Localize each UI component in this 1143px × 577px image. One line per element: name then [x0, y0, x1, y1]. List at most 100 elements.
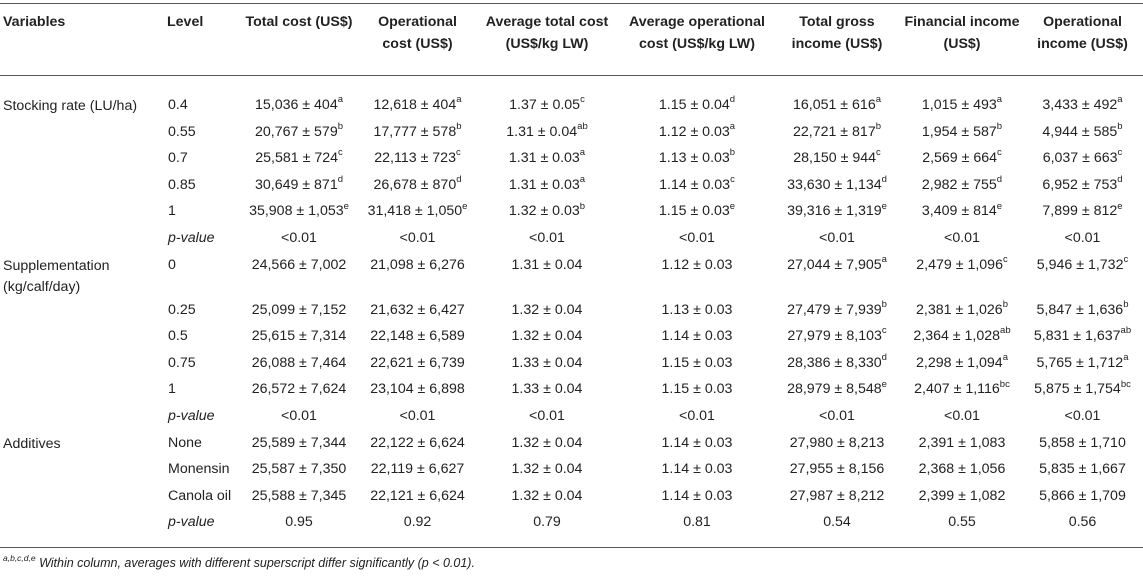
value-text: 27,980 ± 8,213: [789, 434, 885, 451]
value-text: 1.31 ± 0.03: [508, 150, 580, 167]
value-cell: 1,015 ± 493a: [902, 76, 1022, 120]
footnote-superscripts: a,b,c,d,e: [3, 552, 36, 563]
variable-cell: [0, 173, 164, 200]
significance-superscript: d: [881, 352, 887, 364]
significance-superscript: a: [1002, 352, 1008, 364]
value-text: 25,615 ± 7,314: [251, 328, 347, 345]
value-cell: 22,721 ± 817b: [772, 120, 902, 147]
value-cell: <0.01: [1022, 404, 1143, 431]
value-cell: 25,615 ± 7,314: [235, 324, 363, 351]
table-row: 1 26,572 ± 7,624 23,104 ± 6,898 1.33 ± 0.04…: [0, 377, 1143, 404]
header-financial-income: Financial income (US$): [902, 3, 1022, 76]
value-cell: <0.01: [772, 226, 902, 253]
value-cell: 1.32 ± 0.04: [472, 324, 622, 351]
value-cell: 1.37 ± 0.05c: [472, 76, 622, 120]
table-row: 0.55 20,767 ± 579b 17,777 ± 578b 1.31 ± 0.0…: [0, 120, 1143, 147]
level-cell: 0: [168, 256, 176, 273]
value-cell: <0.01: [363, 404, 472, 431]
significance-superscript: d: [729, 94, 736, 106]
value-text: 1.13 ± 0.03: [658, 150, 730, 167]
value-text: 1,015 ± 493: [921, 97, 997, 113]
value-cell: 33,630 ± 1,134d: [772, 173, 902, 200]
value-text: <0.01: [679, 229, 715, 246]
value-cell: 1.14 ± 0.03: [622, 484, 772, 511]
value-cell: 6,037 ± 663c: [1022, 146, 1143, 173]
value-cell: 1.32 ± 0.03b: [472, 199, 622, 226]
significance-superscript: b: [337, 120, 344, 132]
value-text: 0.81: [683, 514, 711, 531]
value-text: 1.15 ± 0.04: [658, 97, 730, 113]
value-text: 25,587 ± 7,350: [251, 461, 347, 478]
value-cell: 4,944 ± 585b: [1022, 120, 1143, 147]
value-cell: 26,088 ± 7,464: [235, 351, 363, 378]
value-text: 25,099 ± 7,152: [251, 301, 347, 318]
value-text: 17,777 ± 578: [373, 123, 457, 140]
significance-superscript: a: [881, 253, 887, 265]
value-cell: 27,955 ± 8,156: [772, 457, 902, 484]
value-text: 21,632 ± 6,427: [370, 301, 465, 318]
value-cell: 27,979 ± 8,103c: [772, 324, 902, 351]
value-cell: 20,767 ± 579b: [235, 120, 363, 147]
value-cell: 22,148 ± 6,589: [363, 324, 472, 351]
significance-superscript: c: [580, 94, 585, 106]
significance-superscript: d: [456, 174, 462, 186]
level-cell: 1: [168, 381, 176, 398]
value-text: <0.01: [399, 229, 436, 246]
value-text: 22,113 ± 723: [374, 150, 456, 167]
significance-superscript: d: [337, 174, 344, 186]
value-text: 28,150 ± 944: [793, 150, 876, 167]
value-text: 0.56: [1068, 514, 1097, 531]
level-cell: 0.25: [168, 301, 196, 318]
value-cell: 1.14 ± 0.03: [622, 324, 772, 351]
level-cell: p-value: [168, 229, 215, 246]
table-row: Canola oil 25,588 ± 7,345 22,121 ± 6,624 1.…: [0, 484, 1143, 511]
value-cell: 27,479 ± 7,939b: [772, 298, 902, 325]
value-cell: 6,952 ± 753d: [1022, 173, 1143, 200]
value-cell: <0.01: [235, 226, 363, 253]
significance-superscript: c: [1117, 147, 1123, 159]
value-cell: 1.15 ± 0.04d: [622, 76, 772, 120]
value-cell: 2,364 ± 1,028ab: [902, 324, 1022, 351]
value-cell: 16,051 ± 616a: [772, 76, 902, 120]
header-operational-income: Operational income (US$): [1022, 3, 1143, 76]
value-text: 27,987 ± 8,212: [789, 487, 885, 504]
value-cell: 28,979 ± 8,548e: [772, 377, 902, 404]
value-text: 1.14 ± 0.03: [659, 176, 731, 193]
significance-superscript: e: [729, 200, 736, 212]
value-cell: 27,980 ± 8,213: [772, 431, 902, 458]
significance-superscript: b: [996, 120, 1003, 132]
header-variables: Variables: [0, 3, 164, 76]
value-text: 2,298 ± 1,094: [916, 354, 1003, 371]
value-cell: 28,386 ± 8,330d: [772, 351, 902, 378]
value-cell: 21,632 ± 6,427: [363, 298, 472, 325]
header-total-gross-income: Total gross income (US$): [772, 3, 902, 76]
significance-superscript: d: [996, 174, 1003, 186]
value-text: 1.31 ± 0.04: [506, 123, 578, 140]
table-row: Stocking rate (LU/ha) 0.4 15,036 ± 404a 12,…: [0, 76, 1143, 120]
significance-superscript: a: [579, 174, 586, 186]
value-text: 2,364 ± 1,028: [913, 328, 1001, 345]
table-body: Stocking rate (LU/ha) 0.4 15,036 ± 404a 12,…: [0, 76, 1143, 548]
value-cell: 1.13 ± 0.03b: [622, 146, 772, 173]
variable-cell: [0, 120, 164, 147]
value-cell: 5,858 ± 1,710: [1022, 431, 1143, 458]
value-text: 35,908 ± 1,053: [249, 203, 344, 220]
value-cell: 1.15 ± 0.03: [622, 377, 772, 404]
value-cell: 2,479 ± 1,096c: [902, 253, 1022, 298]
value-cell: 2,298 ± 1,094a: [902, 351, 1022, 378]
value-text: 20,767 ± 579: [254, 123, 338, 140]
value-text: 1.14 ± 0.03: [661, 434, 733, 451]
value-text: 21,098 ± 6,276: [370, 256, 465, 273]
value-text: 2,569 ± 664: [922, 150, 998, 167]
value-text: 1.15 ± 0.03: [661, 381, 733, 398]
value-text: <0.01: [819, 229, 855, 246]
table-row: 0.85 30,649 ± 871d 26,678 ± 870d 1.31 ± 0.0…: [0, 173, 1143, 200]
value-text: 1.14 ± 0.03: [661, 487, 733, 504]
value-cell: 0.54: [772, 510, 902, 548]
significance-superscript: a: [729, 120, 736, 132]
value-text: 1.33 ± 0.04: [511, 354, 583, 371]
value-cell: 2,391 ± 1,083: [902, 431, 1022, 458]
value-cell: 1.33 ± 0.04: [472, 351, 622, 378]
significance-superscript: ab: [577, 120, 588, 132]
table-row: p-value <0.01 <0.01 <0.01 <0.01 <0.01 <0.01 <0.…: [0, 226, 1143, 253]
